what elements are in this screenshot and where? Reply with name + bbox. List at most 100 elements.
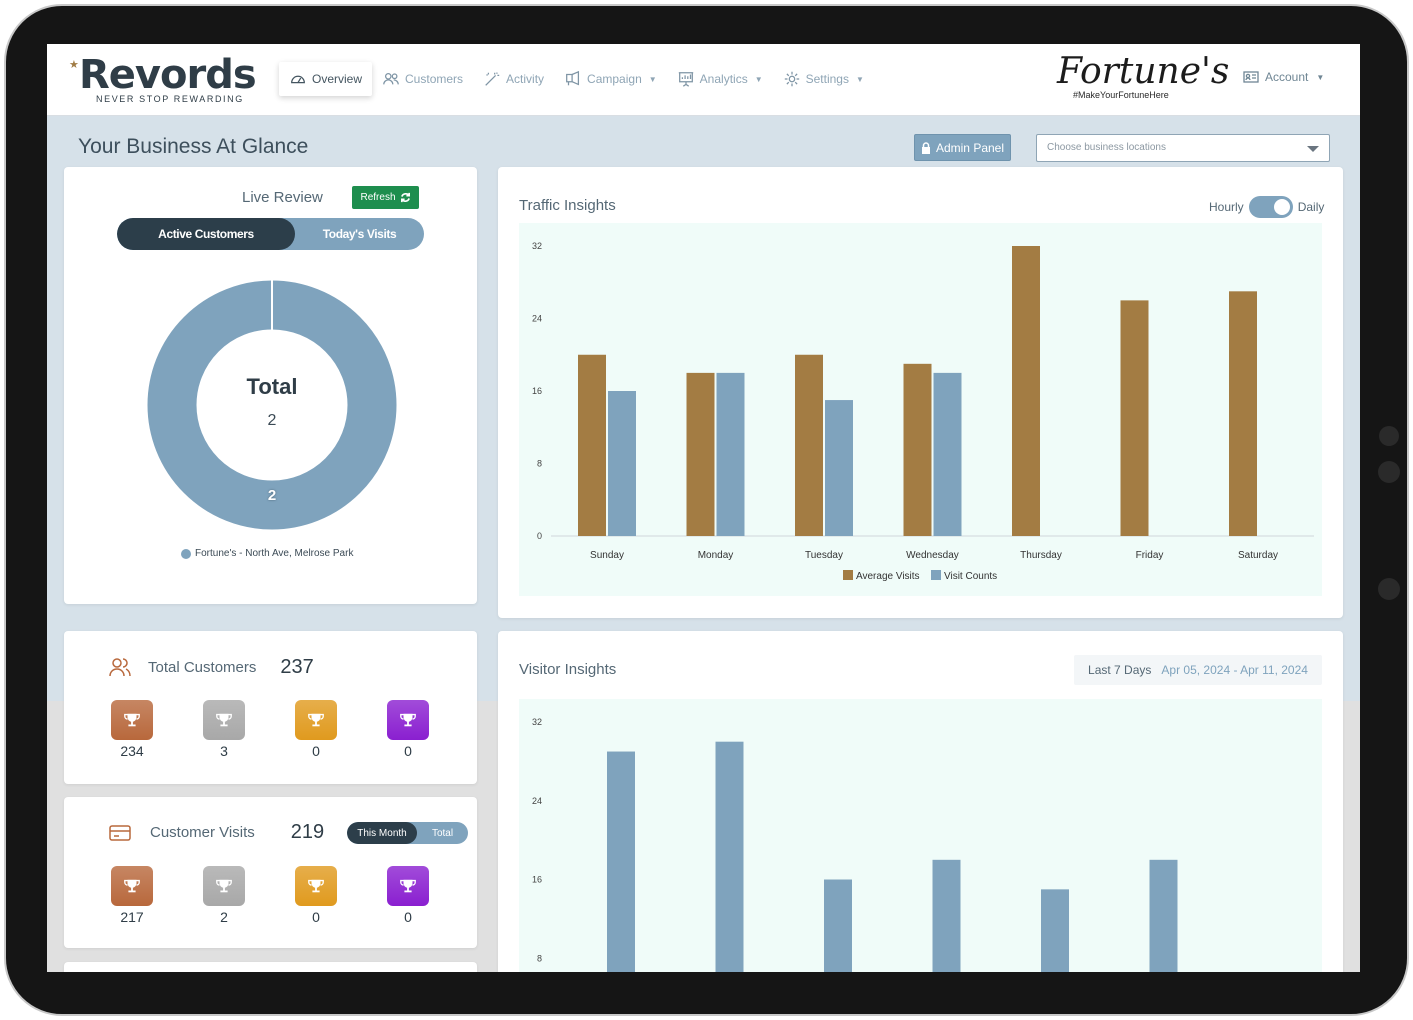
tier-badge bbox=[387, 700, 429, 740]
total-customers-card: Total Customers 237 234 3 0 0 bbox=[64, 631, 477, 784]
refresh-button[interactable]: Refresh bbox=[352, 186, 419, 209]
visits-period-toggle: This Month Total bbox=[347, 822, 468, 844]
tier-count: 0 bbox=[312, 743, 320, 759]
bar-visit-counts[interactable] bbox=[933, 372, 962, 536]
tier-badge bbox=[295, 700, 337, 740]
bar-visit-counts[interactable] bbox=[608, 391, 636, 536]
business-brand-logo: Fortune's #MakeYourFortuneHere bbox=[1057, 50, 1229, 110]
presentation-chart-icon bbox=[678, 72, 693, 87]
trophy-icon bbox=[400, 879, 416, 893]
app-screen: ★ Revords NEVER STOP REWARDING Overview … bbox=[47, 44, 1360, 972]
megaphone-icon bbox=[566, 70, 580, 86]
visitor-insights-card: Visitor Insights Last 7 Days Apr 05, 202… bbox=[498, 631, 1343, 972]
range-label: Last 7 Days bbox=[1088, 663, 1152, 677]
live-review-title: Live Review bbox=[242, 189, 323, 206]
nav-campaign[interactable]: Campaign ▼ bbox=[554, 62, 667, 96]
tab-active-customers[interactable]: Active Customers bbox=[117, 218, 295, 250]
nav-activity[interactable]: Activity bbox=[473, 62, 554, 96]
total-customers-value: 237 bbox=[280, 655, 314, 678]
top-navbar: ★ Revords NEVER STOP REWARDING Overview … bbox=[47, 44, 1360, 116]
trophy-icon bbox=[308, 879, 324, 893]
bar-visit-counts[interactable] bbox=[825, 400, 853, 536]
bar-visitors[interactable] bbox=[1149, 859, 1178, 972]
chevron-down-icon: ▼ bbox=[855, 74, 864, 84]
tab-this-month[interactable]: This Month bbox=[347, 822, 417, 844]
tier-badge bbox=[203, 866, 245, 906]
total-customers-row: Total Customers 237 bbox=[108, 655, 314, 679]
toggle-switch[interactable] bbox=[1248, 196, 1293, 218]
bar-average-visits[interactable] bbox=[1120, 300, 1149, 536]
trophy-icon bbox=[308, 713, 324, 727]
bar-visit-counts[interactable] bbox=[716, 372, 745, 536]
bar-average-visits[interactable] bbox=[795, 354, 823, 536]
x-tick-label: Sunday bbox=[590, 550, 624, 561]
nav-label: Activity bbox=[506, 72, 545, 86]
bar-visitors[interactable] bbox=[715, 741, 744, 972]
nav-settings[interactable]: Settings ▼ bbox=[773, 62, 874, 96]
y-tick-label: 32 bbox=[532, 717, 542, 727]
nav-label: Overview bbox=[312, 72, 363, 86]
tab-todays-visits[interactable]: Today's Visits bbox=[322, 227, 397, 241]
bar-average-visits[interactable] bbox=[686, 372, 715, 536]
legend-swatch bbox=[843, 570, 853, 580]
bar-visitors[interactable] bbox=[932, 859, 961, 972]
lock-icon bbox=[921, 141, 930, 154]
customer-visits-card: Customer Visits 219 This Month Total 217… bbox=[64, 797, 477, 948]
traffic-insights-card: Traffic Insights Hourly Daily 0 8 16 24 32 Su… bbox=[498, 167, 1343, 618]
bar-visitors[interactable] bbox=[824, 879, 852, 973]
logo-tagline: NEVER STOP REWARDING bbox=[96, 94, 244, 104]
tier-count: 0 bbox=[312, 909, 320, 925]
magic-wand-icon bbox=[485, 72, 500, 86]
y-tick-label: 24 bbox=[532, 796, 542, 806]
trophy-icon bbox=[216, 879, 232, 893]
tab-total[interactable]: Total bbox=[431, 827, 454, 839]
donut-center-label: Total bbox=[246, 374, 298, 399]
trophy-icon bbox=[216, 713, 232, 727]
bar-visitors[interactable] bbox=[607, 751, 635, 972]
bar-visitors[interactable] bbox=[1041, 889, 1069, 972]
x-tick-label: Wednesday bbox=[906, 550, 959, 561]
toggle-left-label: Hourly bbox=[1209, 200, 1244, 214]
bar-average-visits[interactable] bbox=[1229, 291, 1257, 536]
live-review-card: Live Review Refresh Active Customers Tod… bbox=[64, 167, 477, 604]
legend-label: Visit Counts bbox=[944, 571, 997, 582]
brand-tagline: #MakeYourFortuneHere bbox=[1073, 90, 1169, 100]
nav-overview[interactable]: Overview bbox=[279, 62, 373, 96]
bar-average-visits[interactable] bbox=[1012, 246, 1040, 536]
x-tick-label: Monday bbox=[698, 550, 734, 561]
date-range-picker[interactable]: Last 7 Days Apr 05, 2024 - Apr 11, 2024 bbox=[1074, 655, 1322, 685]
nav-label: Settings bbox=[805, 72, 849, 86]
refresh-icon bbox=[400, 192, 410, 203]
customer-visits-label: Customer Visits bbox=[150, 824, 255, 841]
donut-legend: Fortune's - North Ave, Melrose Park bbox=[181, 548, 353, 559]
account-menu[interactable]: Account ▼ bbox=[1243, 70, 1324, 84]
partial-card bbox=[64, 962, 477, 972]
tier-count: 234 bbox=[120, 743, 144, 759]
x-tick-label: Thursday bbox=[1020, 550, 1062, 561]
tier-badge bbox=[387, 866, 429, 906]
donut-chart: Total 2 2 bbox=[147, 280, 397, 530]
business-location-select[interactable]: Choose business locations bbox=[1036, 134, 1330, 162]
legend-swatch bbox=[931, 570, 941, 580]
tier-badge bbox=[203, 700, 245, 740]
admin-panel-label: Admin Panel bbox=[935, 140, 1005, 155]
donut-segment[interactable] bbox=[147, 280, 397, 530]
nav-customers[interactable]: Customers bbox=[372, 62, 473, 96]
nav-label: Campaign bbox=[587, 72, 642, 86]
visitor-chart: 8 16 24 32 bbox=[532, 717, 1178, 973]
gauge-icon bbox=[291, 75, 305, 84]
visitor-chart-area: 8 16 24 32 bbox=[519, 699, 1322, 972]
nav-analytics[interactable]: Analytics ▼ bbox=[667, 62, 773, 96]
trophy-icon bbox=[400, 713, 416, 727]
tier-count: 0 bbox=[404, 743, 412, 759]
revords-logo[interactable]: ★ Revords NEVER STOP REWARDING bbox=[69, 52, 269, 108]
logo-text: Revords bbox=[79, 52, 257, 98]
bar-average-visits[interactable] bbox=[903, 363, 932, 536]
location-placeholder: Choose business locations bbox=[1047, 142, 1166, 153]
dropdown-arrow-icon bbox=[1307, 146, 1319, 152]
page-title: Your Business At Glance bbox=[78, 135, 309, 158]
bar-average-visits[interactable] bbox=[578, 354, 606, 536]
admin-panel-button[interactable]: Admin Panel bbox=[914, 134, 1011, 161]
side-button bbox=[1378, 461, 1400, 483]
customer-visits-value: 219 bbox=[290, 821, 325, 843]
